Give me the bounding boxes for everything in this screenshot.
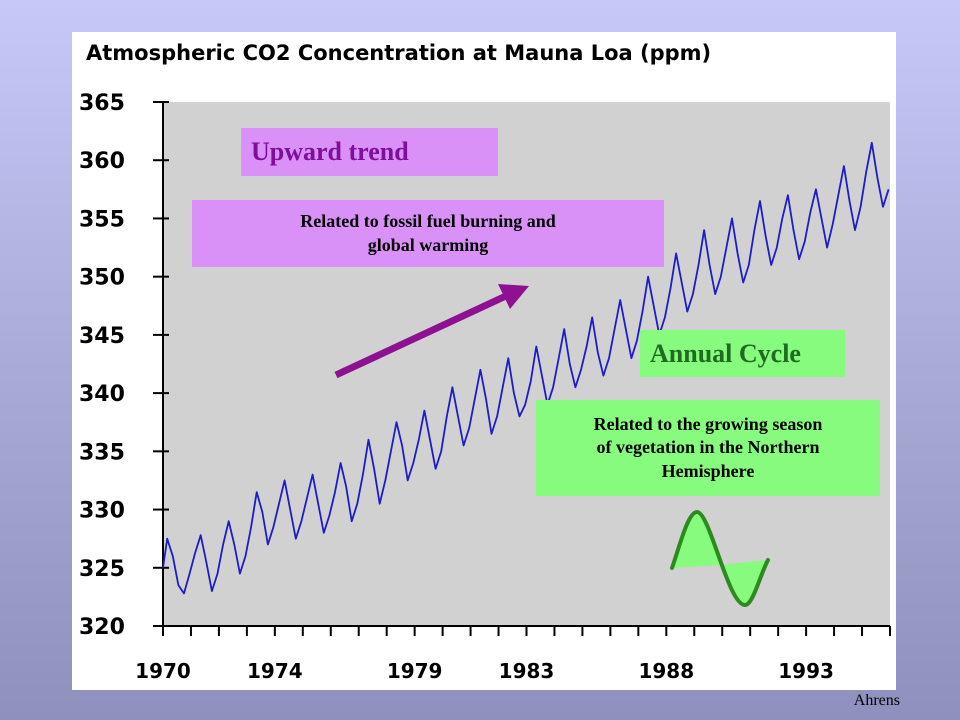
x-tick-label: 1970 (135, 659, 191, 683)
y-tick-label: 325 (79, 557, 125, 582)
y-tick-label: 320 (79, 615, 125, 640)
y-tick-label: 335 (79, 440, 125, 465)
x-tick-label: 1974 (247, 659, 303, 683)
y-tick-label: 330 (79, 499, 125, 524)
co2-series-line (162, 141, 890, 595)
sine-upper-lobe (672, 512, 720, 568)
x-tick-label: 1988 (638, 659, 694, 683)
x-tick-label: 1979 (387, 659, 443, 683)
cycle-explanation-line-3: Hemisphere (661, 460, 755, 481)
image-credit: Ahrens (853, 692, 900, 709)
cycle-explanation: Related to the growing season of vegetat… (536, 400, 880, 496)
upward-trend-label: Upward trend (241, 128, 498, 176)
chart-title: Atmospheric CO2 Concentration at Mauna L… (86, 41, 711, 65)
sine-curve (670, 509, 770, 608)
y-tick-label: 340 (79, 382, 125, 407)
trend-arrow (334, 284, 529, 379)
trend-explanation-line-2: global warming (367, 234, 489, 255)
cycle-explanation-line-2: of vegetation in the Northern (596, 437, 820, 458)
x-tick-label: 1983 (499, 659, 555, 683)
annual-cycle-label: Annual Cycle (640, 330, 845, 377)
y-tick-label: 360 (79, 149, 125, 174)
trend-explanation-line-1: Related to fossil fuel burning and (300, 211, 556, 232)
trend-explanation: Related to fossil fuel burning and globa… (192, 200, 664, 267)
trend-arrow-shaft (334, 291, 510, 379)
y-tick-label: 350 (79, 266, 125, 291)
y-axis: 320 325 330 335 340 345 350 355 360 365 (79, 91, 169, 640)
x-tick-label: 1993 (778, 659, 834, 683)
y-tick-label: 355 (79, 207, 125, 232)
y-tick-label: 345 (79, 324, 125, 349)
cycle-explanation-line-1: Related to the growing season (593, 413, 823, 434)
sine-lower-lobe (720, 560, 768, 605)
y-tick-label: 365 (79, 91, 125, 116)
annual-cycle-sine-icon (670, 509, 770, 608)
x-axis: 1970 1974 1979 1983 1988 1993 (135, 625, 891, 683)
trend-arrow-head (498, 284, 529, 309)
